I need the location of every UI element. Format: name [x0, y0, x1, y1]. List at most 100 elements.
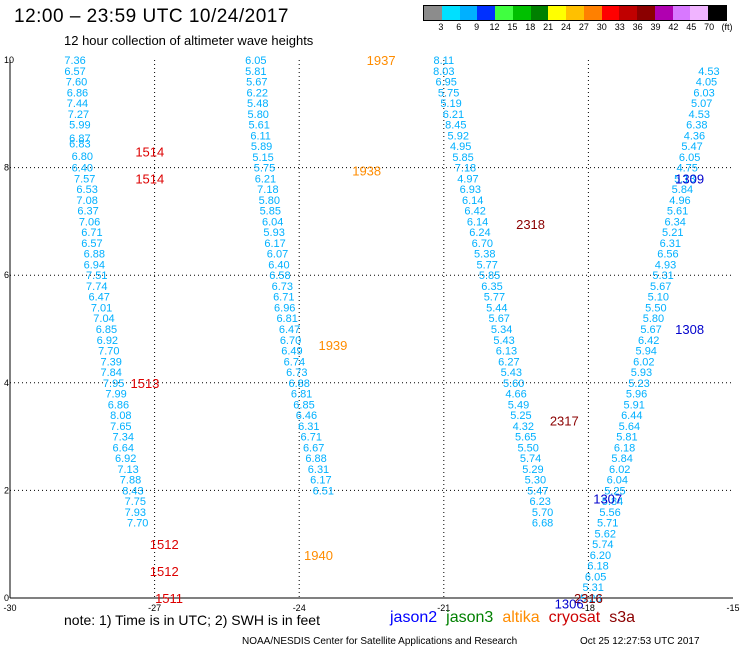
x-tick-label: -15 [726, 603, 739, 613]
wave-height-value: 5.44 [486, 302, 507, 314]
wave-height-value: 6.31 [308, 464, 329, 476]
wave-height-value: 4.53 [689, 109, 710, 121]
wave-height-value: 5.81 [245, 66, 266, 78]
color-swatch [495, 6, 513, 20]
color-scale-label: 21 [543, 22, 554, 32]
wave-height-value: 5.99 [69, 120, 90, 132]
wave-height-value: 7.93 [125, 507, 146, 519]
wave-height-value: 4.05 [696, 77, 717, 89]
wave-height-value: 6.87 [69, 133, 90, 145]
wave-height-value: 5.21 [662, 227, 683, 239]
color-swatch [512, 6, 531, 20]
x-tick-label: -18 [582, 603, 595, 613]
pass-number-label: 1306 [555, 596, 584, 611]
wave-height-value: 5.91 [623, 399, 644, 411]
wave-height-value: 5.89 [251, 141, 272, 153]
wave-height-value: 7.70 [98, 346, 119, 358]
wave-height-value: 6.42 [638, 335, 659, 347]
wave-height-value: 6.64 [113, 442, 134, 454]
wave-height-value: 6.44 [621, 410, 642, 422]
color-swatch [566, 6, 584, 20]
wave-height-value: 6.11 [250, 130, 271, 142]
wave-height-value: 7.04 [93, 313, 114, 325]
wave-height-value: 6.17 [264, 238, 285, 250]
wave-height-value: 5.85 [452, 152, 473, 164]
wave-height-value: 6.05 [245, 55, 266, 67]
wave-height-value: 8.03 [433, 66, 454, 78]
color-scale: 3 6 9 12 15 18 21 24 27 30 33 36 39 42 45 70 (ft) [423, 5, 733, 35]
wave-height-value: 5.31 [652, 270, 673, 282]
pass-number-labels: 1514 1514 1513 1512 1512 1511 1937 1938 1939 1940… [130, 53, 704, 611]
wave-height-value: 6.40 [268, 259, 289, 271]
wave-height-value: 6.58 [269, 270, 290, 282]
wave-height-value: 5.15 [252, 152, 273, 164]
wave-height-value: 4.96 [669, 195, 690, 207]
wave-height-value: 6.14 [467, 216, 488, 228]
wave-height-value: 6.03 [693, 87, 714, 99]
wave-height-value: 6.92 [97, 335, 118, 347]
wave-height-value: 6.86 [108, 399, 129, 411]
wave-height-value: 5.85 [260, 206, 281, 218]
wave-height-value: 5.34 [491, 324, 512, 336]
wave-height-value: 5.67 [489, 313, 510, 325]
wave-height-value: 5.62 [595, 528, 616, 540]
color-scale-label: 3 [438, 22, 444, 32]
wave-height-value: 6.71 [273, 292, 294, 304]
color-scale-label: 24 [561, 22, 572, 32]
color-swatch [654, 6, 673, 20]
wave-height-value: 4.66 [505, 389, 526, 401]
wave-height-value: 7.18 [257, 184, 278, 196]
pass-number-label: 1512 [150, 537, 179, 552]
wave-height-value: 6.92 [115, 453, 136, 465]
wave-height-value: 5.80 [643, 313, 664, 325]
y-tick-label: 10 [4, 55, 14, 65]
wave-height-value: 6.47 [279, 324, 300, 336]
wave-height-value: 6.49 [281, 346, 302, 358]
pass-number-label: 1307 [593, 491, 622, 506]
pass-number-label: 1938 [352, 163, 381, 178]
wave-height-value: 4.53 [698, 66, 719, 78]
wave-height-value: 6.24 [469, 227, 490, 239]
wave-height-value: 5.07 [691, 98, 712, 110]
color-scale-label: 45 [686, 22, 697, 32]
wave-height-value: 7.27 [68, 109, 89, 121]
wave-height-value: 7.88 [120, 475, 141, 487]
wave-height-value: 6.02 [609, 464, 630, 476]
wave-height-value: 4.36 [684, 130, 705, 142]
wave-height-value: 6.68 [532, 518, 553, 530]
color-swatch [637, 6, 655, 20]
wave-height-value: 6.83 [69, 138, 90, 150]
wave-height-value: 6.70 [280, 335, 301, 347]
wave-height-value: 5.60 [503, 378, 524, 390]
pass-number-label: 1513 [130, 376, 159, 391]
color-swatch [548, 6, 567, 20]
wave-height-value: 5.74 [592, 539, 613, 551]
axis-ticks: -30 -27 -24 -21 -18 -15 0 2 4 6 8 10 [3, 55, 739, 613]
wave-height-value: 5.71 [597, 518, 618, 530]
wave-height-value: 6.56 [657, 249, 678, 261]
wave-height-value: 6.57 [81, 238, 102, 250]
wave-height-value: 5.92 [448, 130, 469, 142]
wave-height-value: 7.13 [117, 464, 138, 476]
wave-height-value: 5.65 [515, 432, 536, 444]
wave-height-value: 5.31 [583, 582, 604, 594]
wave-height-value: 5.85 [479, 270, 500, 282]
wave-height-value: 8.43 [122, 485, 143, 497]
wave-height-value: 6.18 [587, 561, 608, 573]
satellite-legend: jason2 jason3 altika cryosat s3a [390, 609, 644, 627]
wave-height-value: 5.84 [611, 453, 632, 465]
pass-number-label: 1309 [675, 171, 704, 186]
wave-height-value: 5.77 [476, 259, 497, 271]
wave-height-value: 5.81 [616, 432, 637, 444]
wave-height-value: 7.75 [125, 496, 146, 508]
wave-height-value: 5.43 [493, 335, 514, 347]
wave-height-value: 8.11 [434, 55, 455, 67]
legend-item-jason2: jason2 [390, 609, 438, 626]
wave-height-value: 5.50 [645, 302, 666, 314]
wave-height-value: 5.38 [474, 249, 495, 261]
color-scale-swatches [423, 5, 727, 21]
wave-height-value: 5.23 [628, 378, 649, 390]
color-swatch [477, 6, 496, 20]
wave-height-value: 4.93 [655, 259, 676, 271]
